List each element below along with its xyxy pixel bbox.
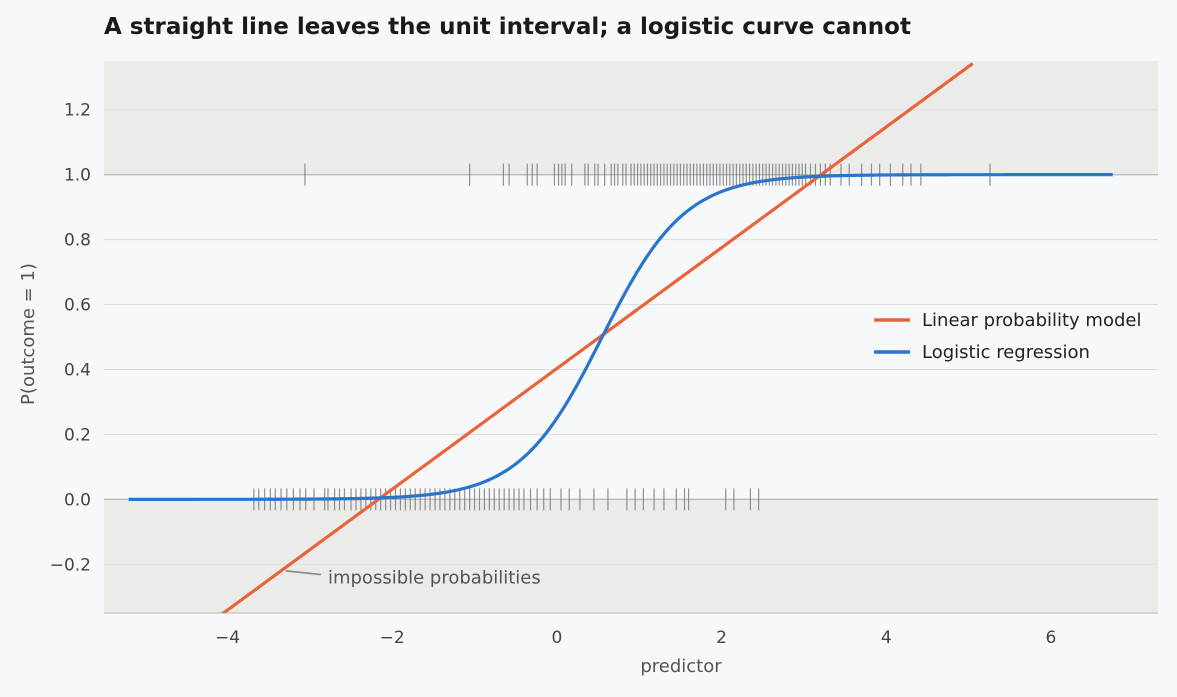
y-tick-label: −0.2 <box>50 555 91 575</box>
y-tick-label: 0.0 <box>64 490 91 510</box>
y-tick-label: 1.0 <box>64 166 91 186</box>
y-tick-label: 0.8 <box>64 231 91 251</box>
y-tick-label: 1.2 <box>64 101 91 121</box>
y-tick-label: 0.6 <box>64 296 91 316</box>
legend-label: Linear probability model <box>922 310 1141 331</box>
y-tick-label: 0.4 <box>64 360 91 380</box>
x-tick-label: −2 <box>380 628 405 648</box>
shaded-region-0 <box>104 61 1158 175</box>
annotation-pointer <box>285 569 322 576</box>
x-tick-label: −4 <box>215 628 240 648</box>
legend-label: Logistic regression <box>922 342 1090 363</box>
annotation-label: impossible probabilities <box>328 568 541 589</box>
x-tick-label: 4 <box>881 628 892 648</box>
x-axis-label: predictor <box>640 656 722 677</box>
linear-probability-line <box>220 62 974 613</box>
y-axis-label: P(outcome = 1) <box>18 263 39 405</box>
x-tick-label: 2 <box>716 628 727 648</box>
logistic-regression-curve <box>128 173 1113 501</box>
shaded-region-1 <box>104 499 1158 613</box>
chart-title: A straight line leaves the unit interval… <box>104 14 911 40</box>
x-tick-label: 6 <box>1046 628 1057 648</box>
y-tick-label: 0.2 <box>64 425 91 445</box>
x-tick-label: 0 <box>551 628 562 648</box>
